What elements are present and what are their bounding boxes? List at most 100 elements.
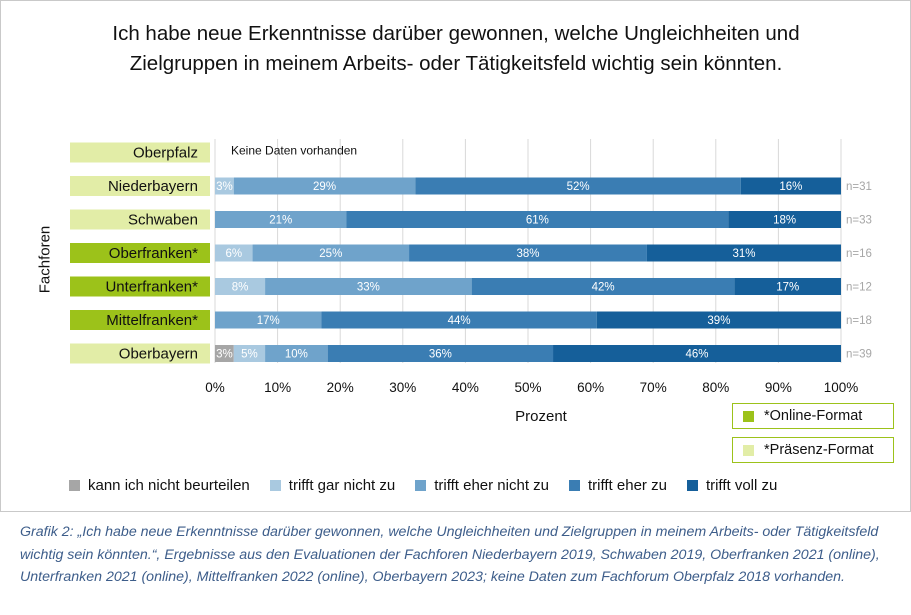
legend-swatch — [569, 480, 580, 491]
bar-segment — [415, 177, 741, 195]
x-axis-label: Prozent — [515, 408, 567, 425]
data-label: 31% — [732, 248, 755, 260]
category-label: Unterfranken* — [105, 279, 198, 296]
x-tick-label: 60% — [577, 380, 604, 395]
data-label: 36% — [429, 349, 452, 361]
data-label: 44% — [448, 315, 471, 327]
category-label: Schwaben — [128, 212, 198, 229]
category-label-box — [70, 176, 210, 196]
bar-segment — [215, 345, 234, 362]
data-label: 18% — [773, 215, 796, 227]
data-label: 16% — [779, 181, 802, 193]
bar-segment — [215, 211, 347, 228]
stacked-bar-chart: 0% 10% 20% 30% 40% 50% 60% 70% 80% 90% 100% Oberpfa… — [70, 139, 872, 395]
data-label: 33% — [357, 282, 380, 294]
x-tick-label: 50% — [514, 380, 541, 395]
figure-caption: Grafik 2: „Ich habe neue Erkenntnisse da… — [20, 524, 880, 585]
bar-segment — [233, 177, 416, 195]
x-tick-label: 30% — [389, 380, 416, 395]
category-label-box — [70, 142, 210, 163]
x-tick-label: 80% — [702, 380, 729, 395]
legend-item: trifft gar nicht zu — [269, 477, 396, 494]
category-label-box — [70, 209, 210, 230]
data-label: 8% — [232, 282, 249, 294]
chart-title: Ich habe neue Erkenntnisse darüber gewon… — [112, 22, 800, 75]
data-label: 17% — [776, 282, 799, 294]
praesenz-format-swatch — [743, 444, 754, 456]
legend-item: kann ich nicht beurteilen — [69, 477, 250, 494]
bar-segment — [646, 244, 841, 262]
bar-segment — [265, 345, 328, 362]
x-tick-label: 40% — [452, 380, 479, 395]
category-label: Mittelfranken* — [106, 312, 198, 329]
category-label: Niederbayern — [108, 178, 198, 195]
legend-label: trifft voll zu — [705, 477, 778, 494]
n-label: n=12 — [846, 282, 872, 294]
format-legend-label: *Präsenz-Format — [764, 442, 874, 458]
n-label: n=18 — [846, 315, 872, 327]
x-tick-label: 100% — [824, 380, 859, 395]
legend-swatch — [686, 480, 698, 491]
n-label: n=33 — [846, 215, 872, 227]
format-legend: *Online-Format *Präsenz-Format — [732, 403, 894, 471]
no-data-note: Keine Daten vorhanden — [231, 144, 357, 158]
data-label: 5% — [241, 349, 258, 361]
data-label: 38% — [516, 248, 539, 260]
category-label: Oberfranken* — [109, 245, 198, 262]
category-label-box — [70, 310, 210, 330]
format-legend-label: *Online-Format — [764, 408, 863, 424]
bar-segment — [265, 278, 472, 295]
legend-label: trifft eher zu — [588, 477, 667, 494]
legend-label: kann ich nicht beurteilen — [88, 477, 250, 494]
x-tick-label: 70% — [640, 380, 667, 395]
data-label: 17% — [257, 315, 280, 327]
data-label: 3% — [216, 349, 233, 361]
legend-swatch — [269, 480, 281, 491]
bar-segment — [346, 211, 729, 228]
bar-segment — [327, 345, 554, 362]
category-label-box — [70, 343, 210, 364]
bar-segment — [596, 311, 841, 329]
data-label: 25% — [319, 248, 342, 260]
chart-frame: Ich habe neue Erkenntnisse darüber gewon… — [0, 0, 911, 512]
legend-item: trifft eher nicht zu — [415, 477, 549, 494]
series-legend: kann ich nicht beurteilen trifft gar nic… — [69, 477, 797, 494]
data-label: 52% — [567, 181, 590, 193]
bar-segment — [734, 278, 841, 295]
legend-label: trifft gar nicht zu — [288, 477, 396, 494]
legend-item: trifft eher zu — [569, 477, 667, 494]
online-format-swatch — [743, 410, 754, 422]
data-label: 46% — [686, 349, 709, 361]
bar-segment — [215, 278, 266, 295]
data-label: 6% — [225, 248, 242, 260]
legend-item: trifft voll zu — [686, 477, 778, 494]
x-tick-label: 0% — [205, 380, 225, 395]
bar-segment — [215, 311, 322, 329]
n-label: n=31 — [846, 181, 872, 193]
bar-segment — [321, 311, 597, 329]
bar-segment — [215, 244, 253, 262]
data-label: 61% — [526, 215, 549, 227]
category-label-box — [70, 276, 210, 297]
bar-segment — [215, 177, 234, 195]
bar-segment — [233, 345, 266, 362]
bar-segment — [409, 244, 647, 262]
format-legend-praesenz: *Präsenz-Format — [732, 437, 894, 463]
bar-segment — [252, 244, 410, 262]
category-label-box — [70, 243, 210, 263]
legend-swatch — [69, 480, 80, 491]
category-label: Oberpfalz — [133, 145, 198, 162]
bar-segment — [728, 211, 841, 228]
n-label: n=16 — [846, 248, 872, 260]
bar-segment — [471, 278, 735, 295]
x-tick-label: 20% — [327, 380, 354, 395]
bar-segment — [740, 177, 841, 195]
bar-segment — [553, 345, 841, 362]
data-label: 3% — [216, 181, 233, 193]
legend-swatch — [415, 480, 427, 491]
data-label: 42% — [592, 282, 615, 294]
data-label: 39% — [707, 315, 730, 327]
x-tick-label: 10% — [264, 380, 291, 395]
format-legend-online: *Online-Format — [732, 403, 894, 429]
n-label: n=39 — [846, 349, 872, 361]
